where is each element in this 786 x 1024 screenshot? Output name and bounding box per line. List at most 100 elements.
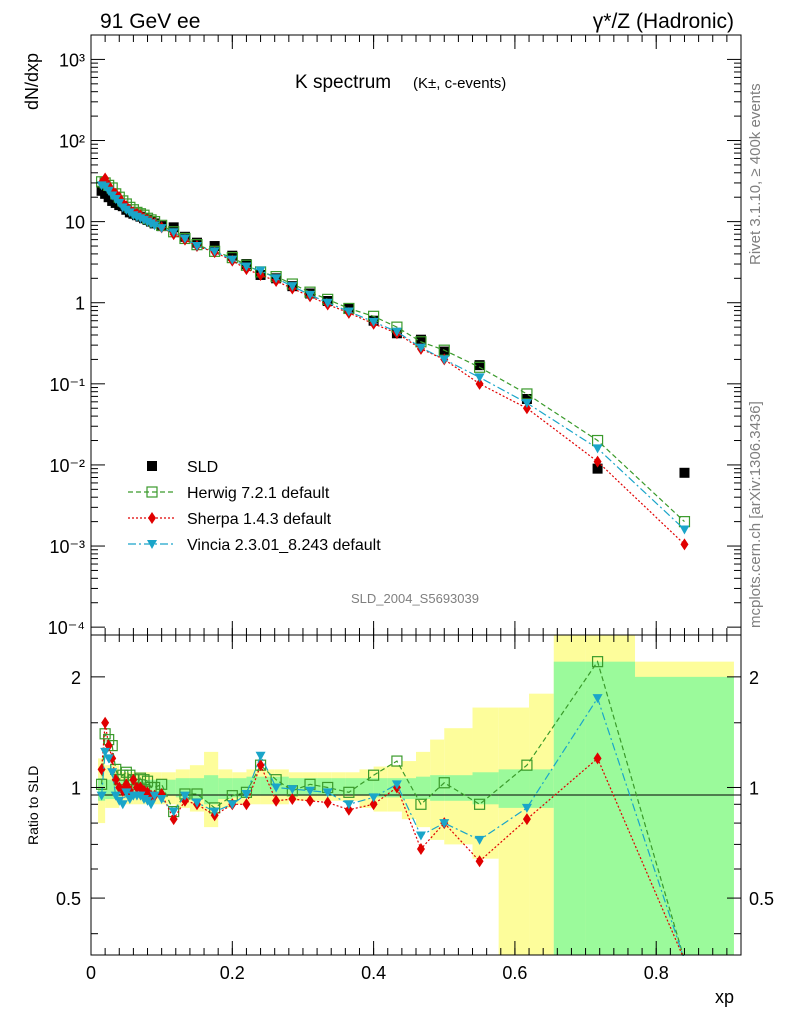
ratio-point xyxy=(242,798,251,811)
ratio-point xyxy=(368,793,379,803)
ratio-point xyxy=(521,759,533,771)
ratio-y-tick-label: 1 xyxy=(71,778,81,798)
data-point xyxy=(474,360,485,371)
uncertainty-band-green xyxy=(274,776,289,796)
header-left-label: 91 GeV ee xyxy=(100,10,200,33)
data-point xyxy=(103,186,114,196)
x-axis-label: xp xyxy=(715,987,734,1007)
ratio-point xyxy=(287,785,298,795)
uncertainty-band-yellow xyxy=(529,693,554,955)
ratio-point xyxy=(168,807,179,817)
ratio-point xyxy=(344,803,353,816)
legend-marker xyxy=(148,512,156,524)
ratio-point xyxy=(191,798,202,808)
data-point xyxy=(368,317,379,327)
legend-marker xyxy=(146,486,158,498)
legend-label: Herwig 7.2.1 default xyxy=(187,485,330,502)
series-3 xyxy=(96,181,690,535)
uncertainty-band-green xyxy=(585,661,636,955)
header-right-label: γ*/Z (Hadronic) xyxy=(593,10,734,33)
ratio-point xyxy=(391,755,403,767)
mcplots-label: mcplots.cern.ch [arXiv:1306.3436] xyxy=(747,401,764,628)
data-point xyxy=(474,373,485,383)
series-line xyxy=(101,181,685,523)
uncertainty-band-green xyxy=(553,661,586,955)
data-point xyxy=(473,361,486,373)
ratio-point xyxy=(474,835,485,845)
ratio-point xyxy=(522,813,531,826)
ratio-point xyxy=(343,786,355,798)
ratio-point xyxy=(369,798,378,811)
data-point xyxy=(287,282,298,292)
ratio-point xyxy=(368,769,380,781)
ratio-point xyxy=(415,798,427,810)
x-tick-label: 0.4 xyxy=(361,963,386,983)
data-point xyxy=(522,402,531,415)
uncertainty-band-green xyxy=(529,769,554,808)
legend-label: SLD xyxy=(187,459,218,476)
ratio-y-axis-label: Ratio to SLD xyxy=(25,766,41,845)
ratio-point xyxy=(322,788,333,798)
data-point xyxy=(439,355,450,365)
ratio-point xyxy=(592,694,603,704)
uncertainty-band-green xyxy=(359,778,374,796)
ratio-point xyxy=(323,796,332,809)
ratio-point xyxy=(227,800,238,810)
data-point xyxy=(227,255,238,265)
x-tick-label: 0.6 xyxy=(502,963,527,983)
rivet-version-label: Rivet 3.1.10, ≥ 400k events xyxy=(747,83,764,265)
data-point xyxy=(255,266,266,276)
data-point xyxy=(679,467,690,478)
ratio-point xyxy=(521,803,532,813)
x-tick-label: 0.2 xyxy=(220,963,245,983)
ratio-point xyxy=(169,813,178,826)
ratio-point xyxy=(100,747,111,757)
y-tick-label: 10³ xyxy=(59,50,85,70)
ratio-point xyxy=(110,791,121,801)
ratio-y-tick-label: 2 xyxy=(71,668,81,688)
ratio-point xyxy=(241,789,252,799)
data-point xyxy=(156,224,167,234)
uncertainty-band-green xyxy=(204,775,219,805)
data-point xyxy=(322,298,333,308)
data-point xyxy=(415,334,426,345)
data-point xyxy=(439,346,450,357)
ratio-point xyxy=(141,775,154,787)
y-tick-label: 10⁻⁴ xyxy=(48,618,85,638)
uncertainty-band-green xyxy=(373,778,388,798)
data-point xyxy=(271,274,282,284)
ratio-point xyxy=(156,795,167,805)
ratio-point xyxy=(101,716,110,729)
ratio-point xyxy=(107,768,118,778)
legend-label: Sherpa 1.4.3 default xyxy=(187,511,332,528)
ratio-point xyxy=(103,754,114,764)
y-tick-label: 1 xyxy=(75,294,85,314)
overflow-mask xyxy=(91,956,741,964)
data-point xyxy=(415,343,426,353)
ratio-point xyxy=(593,752,602,765)
main-series xyxy=(95,172,691,551)
ratio-point xyxy=(416,843,425,856)
analysis-watermark: SLD_2004_S5693039 xyxy=(351,591,479,606)
ratio-y-tick-label-right: 0.5 xyxy=(749,889,774,909)
legend-marker xyxy=(147,461,157,471)
data-point xyxy=(149,221,160,231)
ratio-y-tick-label: 0.5 xyxy=(56,889,81,909)
ratio-point xyxy=(591,656,604,668)
ratio-point xyxy=(439,819,450,829)
ratio-point xyxy=(473,798,486,810)
ratio-point xyxy=(129,773,138,786)
ratio-point xyxy=(438,777,450,789)
uncertainty-band-green xyxy=(498,769,530,808)
data-point xyxy=(191,242,202,252)
ratio-point xyxy=(120,766,132,778)
y-tick-label: 10⁻¹ xyxy=(49,375,85,395)
y-tick-label: 10² xyxy=(59,132,85,152)
ratio-axes: 0.5 0.5 1 1 2 2 0 0.2 0.4 0.6 0.8 xyxy=(56,635,774,983)
legend-marker xyxy=(147,540,157,549)
ratio-point xyxy=(415,831,426,841)
legend-label: Vincia 2.3.01_8.243 default xyxy=(187,537,381,554)
ratio-point xyxy=(138,774,150,786)
ratio-point xyxy=(96,791,107,801)
